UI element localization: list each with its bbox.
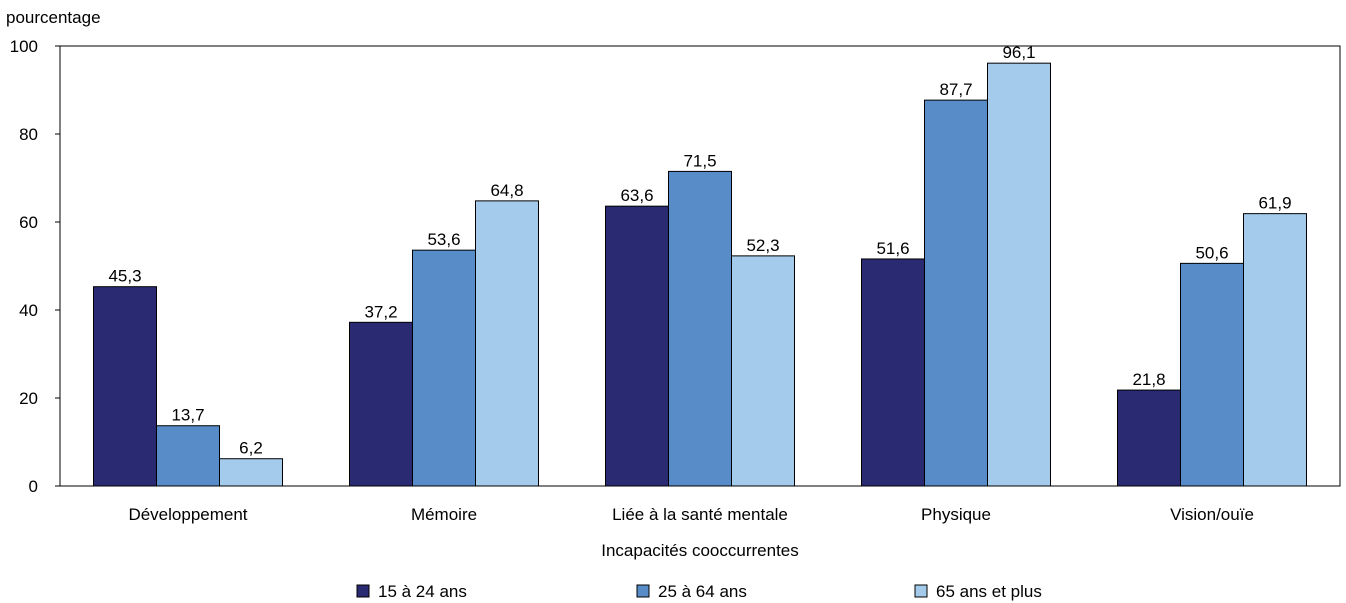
bar [924,99,988,487]
data-label: 50,6 [1195,243,1228,262]
bar [156,425,220,487]
bar [861,258,925,487]
category-label: Développement [128,505,247,524]
legend-label: 25 à 64 ans [658,582,747,601]
bar [668,170,732,487]
y-tick-label: 60 [19,213,38,232]
bars-group [93,62,1307,487]
x-axis-title: Incapacités cooccurrentes [601,541,799,560]
bar [605,205,669,487]
bar [1117,389,1181,487]
category-label: Mémoire [411,505,477,524]
legend-swatch [914,584,928,598]
y-tick-label: 0 [29,477,38,496]
data-label: 64,8 [490,181,523,200]
bar [987,62,1051,487]
plot-area-frame [59,45,1341,487]
category-labels: Développement Mémoire Liée à la santé ment… [128,505,1253,524]
category-label: Physique [921,505,991,524]
data-label: 87,7 [939,80,972,99]
bar [93,286,157,487]
bar [1243,213,1307,487]
data-label: 53,6 [427,230,460,249]
data-label: 6,2 [239,439,263,458]
data-label: 71,5 [683,151,716,170]
data-label: 45,3 [108,267,141,286]
category-label: Vision/ouïe [1170,505,1254,524]
bar [219,458,283,487]
bar [349,321,413,487]
bar [412,249,476,487]
legend-label: 65 ans et plus [936,582,1042,601]
legend: 15 à 24 ans 25 à 64 ans 65 ans et plus [356,582,1042,601]
data-label: 37,2 [364,302,397,321]
bar [731,255,795,487]
data-label: 96,1 [1002,43,1035,62]
data-label: 63,6 [620,186,653,205]
y-axis-title: pourcentage [6,8,101,27]
y-axis-ticks: 0 20 40 60 80 100 [10,37,60,496]
data-label: 13,7 [171,406,204,425]
data-labels-group: 45,3 13,7 6,2 37,2 53,6 64,8 63,6 71,5 52,3 51,6 8… [108,43,1291,458]
legend-swatch [356,584,370,598]
y-tick-label: 100 [10,37,38,56]
y-tick-label: 20 [19,389,38,408]
legend-swatch [636,584,650,598]
y-tick-label: 40 [19,301,38,320]
bar [475,200,539,487]
data-label: 21,8 [1132,370,1165,389]
bar [1180,262,1244,487]
data-label: 51,6 [876,239,909,258]
data-label: 52,3 [746,236,779,255]
category-label: Liée à la santé mentale [612,505,788,524]
y-tick-label: 80 [19,125,38,144]
data-label: 61,9 [1258,194,1291,213]
legend-label: 15 à 24 ans [378,582,467,601]
